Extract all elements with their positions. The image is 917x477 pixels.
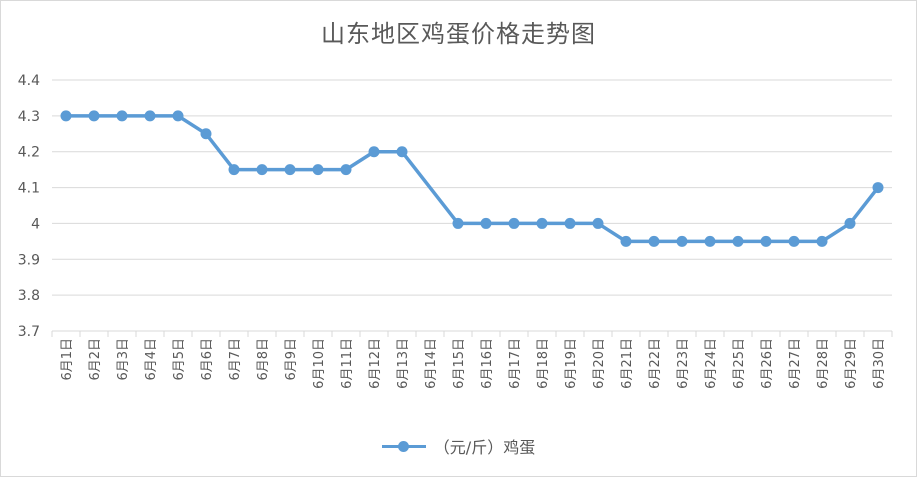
- data-point: [732, 235, 744, 247]
- y-tick-label: 3.8: [18, 288, 40, 304]
- x-tick-label: 6月5日: [172, 338, 187, 381]
- data-point: [592, 217, 604, 229]
- x-tick-label: 6月9日: [284, 338, 299, 381]
- x-tick-label: 6月12日: [368, 338, 383, 389]
- x-tick-label: 6月6日: [200, 338, 215, 381]
- y-tick-label: 4.3: [18, 109, 40, 125]
- x-tick-label: 6月18日: [536, 338, 551, 389]
- data-point: [256, 164, 268, 176]
- x-tick-label: 6月19日: [564, 338, 579, 389]
- x-tick-label: 6月3日: [116, 338, 131, 381]
- data-point: [648, 235, 660, 247]
- data-point: [172, 110, 184, 122]
- x-tick-label: 6月16日: [480, 338, 495, 389]
- x-tick-label: 6月15日: [452, 338, 467, 389]
- x-tick-label: 6月13日: [396, 338, 411, 389]
- data-point: [760, 235, 772, 247]
- y-tick-label: 4.4: [18, 73, 40, 89]
- x-tick-label: 6月20日: [592, 338, 607, 389]
- data-point: [144, 110, 156, 122]
- y-tick-label: 4.1: [18, 181, 40, 197]
- y-tick-label: 3.7: [18, 324, 40, 340]
- data-point: [564, 217, 576, 229]
- x-tick-label: 6月23日: [676, 338, 691, 389]
- data-point: [312, 164, 324, 176]
- x-tick-label: 6月26日: [760, 338, 775, 389]
- y-tick-label: 4: [31, 216, 40, 232]
- legend-swatch: [381, 439, 426, 453]
- data-point: [60, 110, 72, 122]
- data-point: [228, 164, 240, 176]
- x-tick-label: 6月11日: [340, 338, 355, 389]
- data-point: [284, 164, 296, 176]
- data-point: [508, 217, 520, 229]
- data-point: [676, 235, 688, 247]
- data-point: [872, 182, 884, 194]
- x-tick-label: 6月7日: [228, 338, 243, 381]
- data-point: [200, 128, 212, 140]
- legend-label: （元/斤）鸡蛋: [433, 438, 536, 457]
- x-tick-label: 6月4日: [144, 338, 159, 381]
- data-point: [816, 235, 828, 247]
- data-point: [536, 217, 548, 229]
- data-point: [396, 146, 408, 158]
- chart-title: 山东地区鸡蛋价格走势图: [321, 20, 596, 48]
- x-tick-label: 6月10日: [312, 338, 327, 389]
- x-tick-label: 6月14日: [424, 338, 439, 389]
- x-tick-label: 6月8日: [256, 338, 271, 381]
- data-point: [620, 235, 632, 247]
- data-point: [788, 235, 800, 247]
- data-point: [340, 164, 352, 176]
- data-point: [844, 217, 856, 229]
- x-tick-label: 6月1日: [60, 338, 75, 381]
- data-point: [704, 235, 716, 247]
- x-tick-label: 6月30日: [872, 338, 887, 389]
- x-tick-label: 6月22日: [648, 338, 663, 389]
- x-tick-label: 6月17日: [508, 338, 523, 389]
- x-tick-label: 6月24日: [704, 338, 719, 389]
- x-tick-label: 6月25日: [732, 338, 747, 389]
- legend: （元/斤）鸡蛋: [0, 434, 917, 458]
- x-tick-label: 6月27日: [788, 338, 803, 389]
- data-point: [480, 217, 492, 229]
- y-tick-label: 4.2: [18, 145, 40, 161]
- y-tick-label: 3.9: [18, 252, 40, 268]
- x-tick-label: 6月28日: [816, 338, 831, 389]
- data-point: [368, 146, 380, 158]
- x-tick-label: 6月29日: [844, 338, 859, 389]
- x-tick-label: 6月2日: [88, 338, 103, 381]
- data-point: [452, 217, 464, 229]
- data-point: [116, 110, 128, 122]
- data-point: [88, 110, 100, 122]
- x-tick-label: 6月21日: [620, 338, 635, 389]
- series-line: [64, 114, 880, 244]
